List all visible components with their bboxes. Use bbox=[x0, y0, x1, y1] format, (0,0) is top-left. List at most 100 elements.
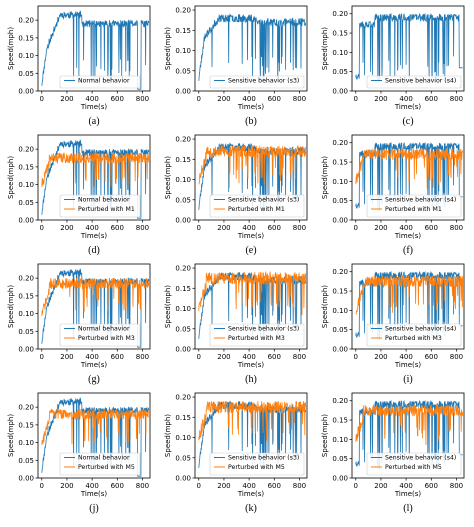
y-axis-label: Speed(mph) bbox=[164, 414, 172, 457]
x-axis-label: Time(s) bbox=[394, 361, 422, 369]
y-tick-label: 0.20 bbox=[18, 146, 34, 154]
panel-label: (b) bbox=[245, 116, 257, 127]
x-tick-label: 600 bbox=[111, 353, 124, 361]
legend-box bbox=[366, 323, 462, 347]
y-tick-label: 0.05 bbox=[18, 328, 34, 336]
axes-frame bbox=[37, 5, 151, 92]
series-line-behavior bbox=[198, 13, 307, 83]
legend-label: Perturbed with M5 bbox=[385, 464, 442, 471]
x-tick-label: 400 bbox=[242, 224, 255, 232]
series-line-behavior bbox=[355, 12, 463, 83]
x-tick-label: 600 bbox=[268, 482, 281, 490]
x-tick-label: 0 bbox=[354, 482, 358, 490]
legend-box bbox=[59, 323, 141, 347]
y-tick-label: 0.05 bbox=[175, 454, 191, 462]
x-tick-label: 800 bbox=[450, 353, 463, 361]
x-tick-label: 0 bbox=[197, 353, 201, 361]
legend-label: Perturbed with M1 bbox=[228, 206, 285, 213]
x-axis-label: Time(s) bbox=[80, 232, 108, 240]
y-tick-label: 0.10 bbox=[332, 307, 348, 315]
legend-box bbox=[209, 323, 305, 347]
series-line-perturbed bbox=[355, 274, 464, 315]
axes-frame bbox=[37, 134, 151, 221]
x-tick-label: 800 bbox=[136, 224, 149, 232]
y-tick-label: 0.20 bbox=[332, 10, 348, 18]
axes-frame bbox=[194, 134, 308, 221]
y-tick-label: 0.10 bbox=[18, 310, 34, 318]
legend-label: Perturbed with M1 bbox=[78, 206, 135, 213]
y-tick-label: 0.20 bbox=[332, 397, 348, 405]
chart-panel: 0 200 400 600 800 0.00 0.05 0.10 0.15 0.20 Time(s)… bbox=[321, 263, 465, 385]
y-tick-label: 0.20 bbox=[175, 7, 191, 15]
axes-frame bbox=[194, 5, 308, 92]
legend-label: Sensitive behavior (s3) bbox=[228, 78, 299, 85]
axes-frame bbox=[194, 263, 308, 350]
y-axis-label: Speed(mph) bbox=[321, 285, 329, 328]
x-axis-label: Time(s) bbox=[80, 103, 108, 111]
y-tick-label: 0.15 bbox=[332, 159, 348, 167]
panel-label: (j) bbox=[89, 503, 98, 514]
chart-panel: 0 200 400 600 800 0.00 0.05 0.10 0.15 0.20 Time(s)… bbox=[164, 392, 308, 514]
chart-panel: 0 200 400 600 800 0.00 0.05 0.10 0.15 0.20 Time(s)… bbox=[7, 263, 151, 385]
y-tick-label: 0.00 bbox=[18, 217, 34, 225]
y-tick-label: 0.15 bbox=[175, 156, 191, 164]
panel-label: (g) bbox=[88, 374, 100, 385]
x-axis-label: Time(s) bbox=[394, 232, 422, 240]
legend-label: Perturbed with M5 bbox=[228, 464, 285, 471]
x-tick-label: 0 bbox=[197, 95, 201, 103]
chart-panel: 0 200 400 600 800 0.00 0.05 0.10 0.15 0.20 Time(s)… bbox=[7, 5, 151, 127]
x-tick-label: 0 bbox=[354, 353, 358, 361]
x-tick-label: 0 bbox=[40, 353, 44, 361]
y-tick-label: 0.00 bbox=[18, 346, 34, 354]
y-axis-label: Speed(mph) bbox=[321, 156, 329, 199]
legend-box bbox=[59, 75, 141, 89]
x-axis-label: Time(s) bbox=[237, 490, 265, 498]
series-line-perturbed bbox=[355, 403, 464, 445]
legend-label: Perturbed with M1 bbox=[385, 206, 442, 213]
y-tick-label: 0.00 bbox=[18, 475, 34, 483]
y-tick-label: 0.10 bbox=[175, 305, 191, 313]
y-tick-label: 0.15 bbox=[18, 163, 34, 171]
legend-box bbox=[366, 75, 462, 89]
legend-label: Normal behavior bbox=[78, 197, 130, 204]
legend-label: Normal behavior bbox=[78, 455, 130, 462]
y-tick-label: 0.20 bbox=[175, 394, 191, 402]
legend-label: Sensitive behavior (s3) bbox=[228, 326, 299, 333]
series-line-perturbed bbox=[198, 270, 307, 316]
x-tick-label: 800 bbox=[136, 353, 149, 361]
legend-label: Sensitive behavior (s4) bbox=[385, 78, 456, 85]
series-line-behavior bbox=[41, 10, 150, 90]
x-tick-label: 600 bbox=[425, 353, 438, 361]
axes-frame bbox=[194, 392, 308, 479]
y-tick-label: 0.00 bbox=[332, 88, 348, 96]
series-line-behavior bbox=[41, 397, 150, 477]
x-tick-label: 800 bbox=[450, 482, 463, 490]
y-tick-label: 0.20 bbox=[18, 17, 34, 25]
chart-panel: 0 200 400 600 800 0.00 0.05 0.10 0.15 0.20 Time(s)… bbox=[7, 392, 151, 514]
y-tick-label: 0.20 bbox=[332, 139, 348, 147]
x-tick-label: 400 bbox=[242, 95, 255, 103]
y-tick-label: 0.20 bbox=[332, 268, 348, 276]
x-tick-label: 200 bbox=[374, 353, 387, 361]
x-axis-label: Time(s) bbox=[394, 103, 422, 111]
legend-label: Sensitive behavior (s4) bbox=[385, 197, 456, 204]
y-tick-label: 0.10 bbox=[175, 176, 191, 184]
x-axis-label: Time(s) bbox=[80, 361, 108, 369]
y-tick-label: 0.15 bbox=[332, 417, 348, 425]
y-axis-label: Speed(mph) bbox=[164, 27, 172, 70]
y-tick-label: 0.10 bbox=[18, 52, 34, 60]
chart-panel: 0 200 400 600 800 0.00 0.05 0.10 0.15 0.20 Time(s)… bbox=[164, 5, 308, 127]
x-axis-label: Time(s) bbox=[237, 103, 265, 111]
axes-frame bbox=[351, 263, 465, 350]
y-axis-label: Speed(mph) bbox=[7, 414, 15, 457]
legend-label: Perturbed with M3 bbox=[228, 335, 285, 342]
y-tick-label: 0.10 bbox=[332, 49, 348, 57]
series-line-perturbed bbox=[355, 147, 464, 189]
y-axis-label: Speed(mph) bbox=[164, 156, 172, 199]
panel-label: (f) bbox=[403, 245, 413, 256]
x-tick-label: 600 bbox=[111, 224, 124, 232]
x-tick-label: 600 bbox=[425, 224, 438, 232]
y-tick-label: 0.05 bbox=[175, 196, 191, 204]
y-axis-label: Speed(mph) bbox=[321, 27, 329, 70]
